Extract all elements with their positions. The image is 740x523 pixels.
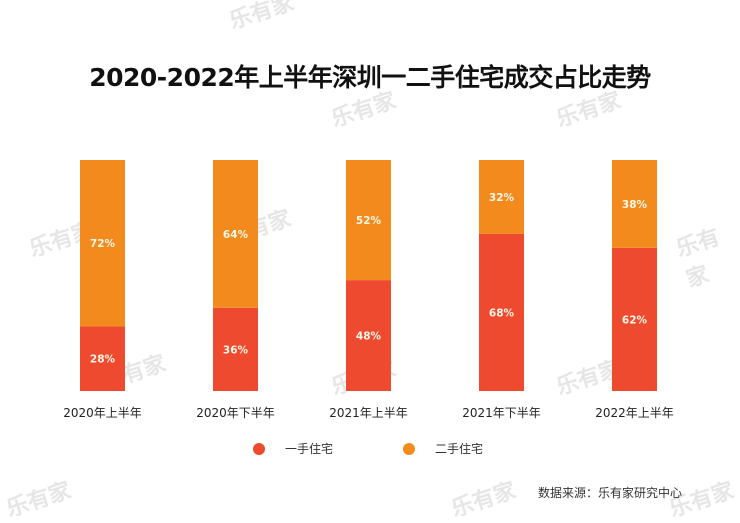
chart-title: 2020-2022年上半年深圳一二手住宅成交占比走势	[89, 63, 651, 92]
legend-item-resale-homes: 二手住宅	[403, 440, 483, 457]
bar-segment-new	[346, 280, 391, 391]
bar-segment-new	[80, 326, 125, 391]
data-label: 52%	[356, 215, 382, 227]
bar-segment-resale	[612, 160, 657, 248]
legend-label: 一手住宅	[285, 442, 334, 456]
bar-segment-new	[479, 233, 524, 391]
bar-segment-resale	[213, 160, 258, 308]
data-label: 32%	[489, 192, 515, 204]
x-tick-label: 2022年上半年	[595, 406, 674, 420]
legend: 一手住宅 二手住宅	[0, 440, 740, 460]
data-label: 62%	[622, 314, 648, 326]
bar-segment-resale	[479, 160, 524, 234]
data-source: 数据来源：乐有家研究中心	[538, 486, 683, 500]
data-label: 72%	[90, 238, 116, 250]
legend-label: 二手住宅	[435, 442, 484, 456]
legend-swatch-orange-icon	[403, 442, 415, 455]
data-label: 68%	[489, 307, 515, 319]
x-tick-label: 2021年上半年	[329, 406, 408, 420]
legend-item-new-homes: 一手住宅	[253, 440, 333, 457]
data-label: 48%	[356, 331, 382, 343]
bar-segment-resale	[346, 160, 391, 281]
x-tick-label: 2021年下半年	[462, 406, 541, 420]
bar-segment-new	[213, 307, 258, 391]
legend-swatch-red-icon	[253, 442, 265, 455]
x-tick-label: 2020年下半年	[196, 406, 275, 420]
bar-segment-new	[612, 247, 657, 391]
data-label: 38%	[622, 199, 648, 211]
bar-segment-resale	[80, 160, 125, 327]
data-label: 28%	[90, 354, 116, 366]
x-tick-label: 2020年上半年	[63, 406, 142, 420]
data-label: 64%	[223, 229, 249, 241]
data-label: 36%	[223, 344, 249, 356]
